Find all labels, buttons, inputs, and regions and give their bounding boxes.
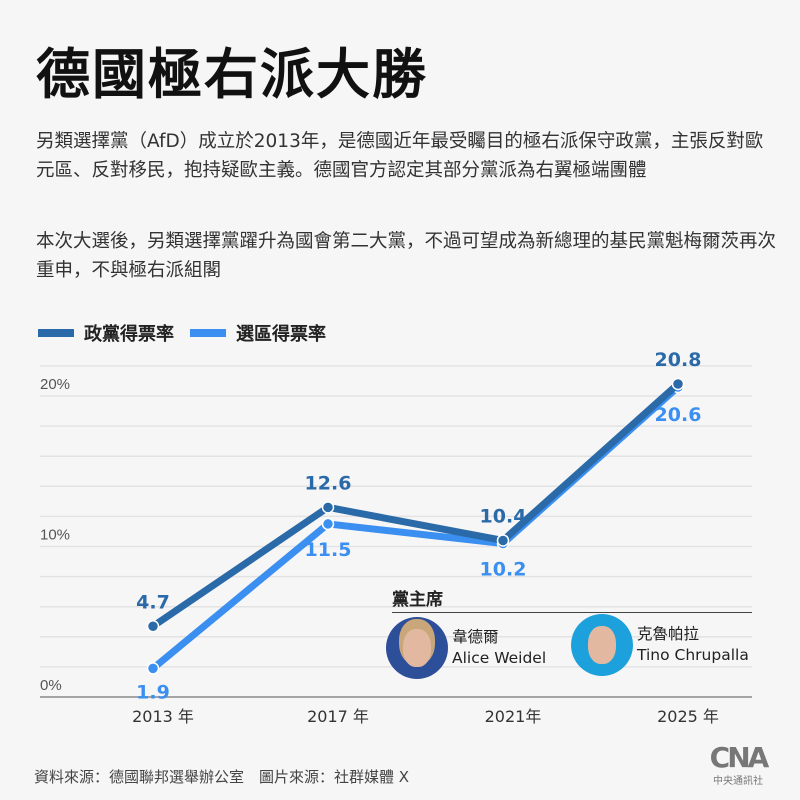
- cna-logo: CNA 中央通訊社: [706, 741, 770, 788]
- data-point: [146, 662, 160, 675]
- logo-mark: CNA: [709, 741, 770, 774]
- election-paragraph: 本次大選後，另類選擇黨躍升為國會第二大黨，不過可望成為新總理的基民黨魁梅爾茨再次…: [36, 231, 777, 281]
- x-tick-label: 2021年: [485, 707, 542, 726]
- x-tick-label: 2017 年: [307, 707, 369, 726]
- legend-label: 政黨得票率: [84, 324, 174, 345]
- data-label: 20.6: [655, 404, 702, 426]
- data-label: 10.2: [480, 558, 527, 580]
- data-point: [146, 620, 160, 633]
- data-label: 1.9: [136, 681, 170, 703]
- data-label: 20.8: [655, 349, 702, 371]
- legend-label: 選區得票率: [236, 324, 326, 345]
- logo-subtitle: 中央通訊社: [713, 776, 763, 787]
- avatar: [386, 617, 448, 679]
- y-tick-label: 20%: [40, 376, 70, 393]
- x-tick-label: 2013 年: [132, 707, 194, 726]
- data-label: 10.4: [480, 505, 527, 527]
- intro-paragraph: 另類選擇黨（AfD）成立於2013年，是德國近年最受矚目的極右派保守政黨，主張反…: [36, 131, 764, 181]
- legend-swatch: [190, 329, 226, 337]
- x-tick-label: 2025 年: [657, 707, 719, 726]
- avatar: [571, 614, 633, 676]
- data-point: [321, 501, 335, 514]
- source-footer: 資料來源：德國聯邦選舉辦公室 圖片來源：社群媒體 X: [34, 768, 410, 786]
- page-title: 德國極右派大勝: [36, 43, 428, 106]
- data-point: [321, 517, 335, 531]
- legend-item-constituency-vote: 選區得票率: [190, 320, 326, 346]
- chair-name-en: Alice Weidel: [452, 649, 547, 667]
- data-label: 12.6: [305, 472, 352, 494]
- data-point: [496, 534, 510, 547]
- chair-weidel: 韋德爾 Alice Weidel: [386, 617, 546, 679]
- data-point: [671, 377, 685, 391]
- chair-name-en: Tino Chrupalla: [637, 646, 749, 664]
- chairs-heading: 黨主席: [392, 585, 752, 613]
- data-label: 4.7: [136, 591, 170, 613]
- data-label: 11.5: [305, 539, 352, 561]
- y-tick-label: 0%: [40, 677, 62, 694]
- legend-item-party-vote: 政黨得票率: [38, 320, 174, 346]
- y-tick-label: 10%: [40, 527, 70, 544]
- series-line-0: [151, 381, 681, 630]
- legend-swatch: [38, 329, 74, 337]
- chair-name-zh: 克魯帕拉: [637, 625, 700, 643]
- chart-legend: 政黨得票率 選區得票率: [38, 320, 342, 346]
- chair-name-zh: 韋德爾: [452, 628, 499, 646]
- chair-chrupalla: 克魯帕拉 Tino Chrupalla: [571, 614, 749, 676]
